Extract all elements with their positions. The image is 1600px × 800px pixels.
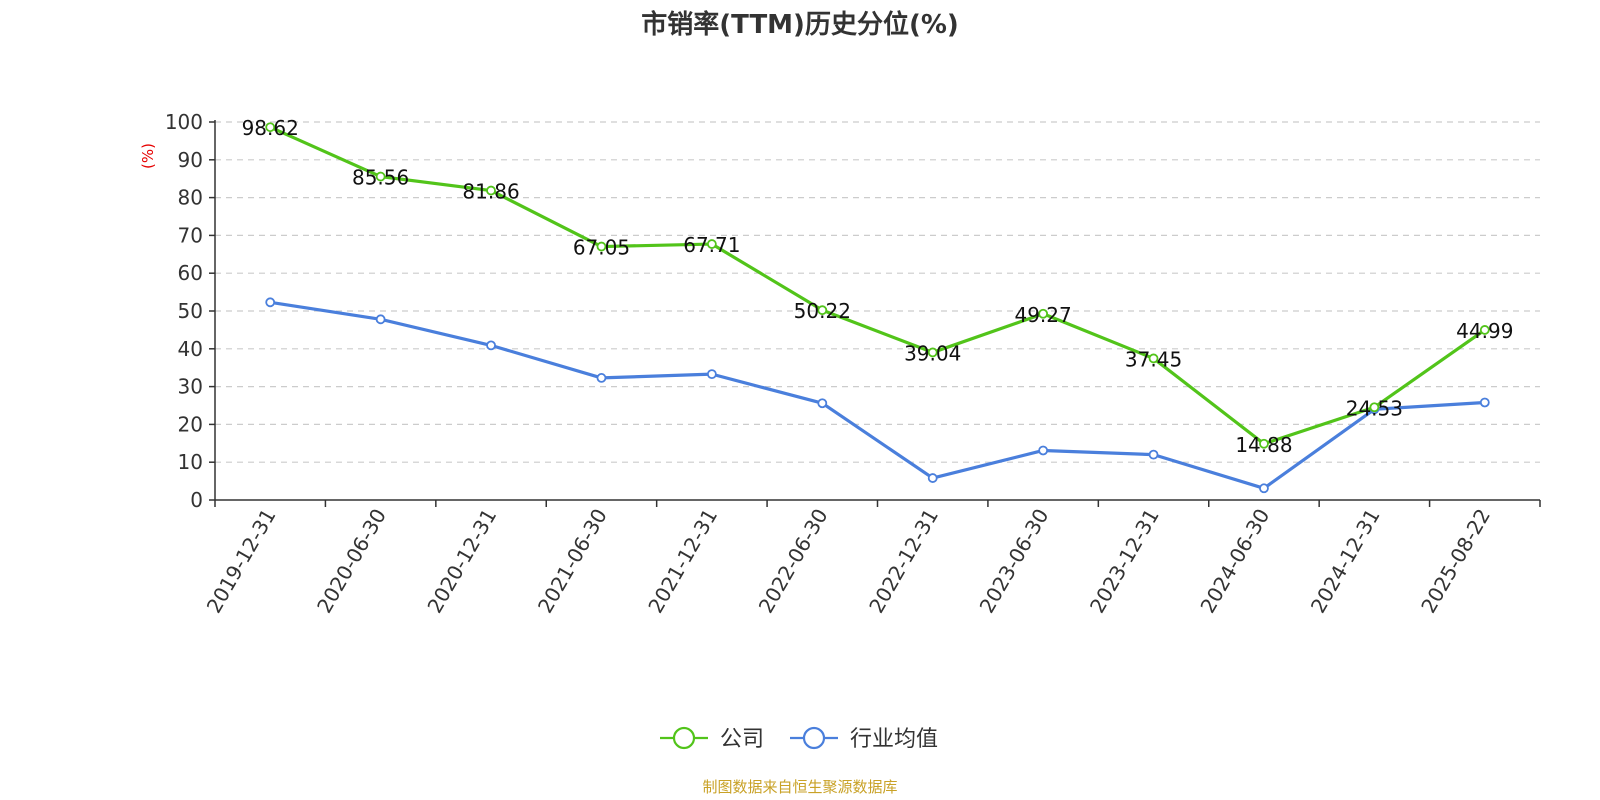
legend-marker [802,726,826,750]
data-point [1259,438,1269,449]
y-tick-label: 0 [190,488,203,512]
y-tick-label: 80 [178,186,203,210]
y-tick-label: 90 [178,148,203,172]
legend-item-label[interactable]: 公司 [720,727,764,752]
data-point [706,239,717,249]
data-label: 37.45 [1125,347,1182,371]
data-label: 24.53 [1346,396,1403,420]
data-point [1148,449,1159,460]
data-point [1259,483,1269,494]
data-point [486,185,496,196]
y-tick-label: 70 [178,223,203,247]
data-point [596,241,607,252]
data-point [1148,353,1159,364]
x-tick-label: 2019-12-31 [202,505,281,618]
grid-lines [215,121,1540,463]
x-tick-label: 2024-06-30 [1195,505,1274,618]
x-tick-label: 2021-06-30 [533,505,612,618]
data-label: 98.62 [242,116,299,140]
y-tick-label: 30 [178,375,203,399]
data-label: 39.04 [904,341,961,365]
data-point [1369,402,1380,413]
data-point [596,373,607,383]
data-point [1038,445,1049,456]
x-tick-label: 2020-12-31 [422,504,501,617]
y-tick-label: 100 [165,110,203,134]
data-point [375,314,386,325]
legend[interactable]: 公司 行业均值 [660,726,938,752]
x-tick-label: 2023-06-30 [975,505,1054,618]
y-axis: 0 10 20 30 40 50 60 70 80 90 100 [165,110,216,512]
data-point [927,347,938,358]
data-point [375,171,386,182]
data-labels: 98.62 85.56 81.86 67.05 67.71 50.22 39.04 49.27… [242,116,1514,457]
data-point [1479,325,1490,335]
data-label: 49.27 [1014,303,1071,327]
y-tick-label: 60 [178,261,203,285]
y-tick-label: 10 [178,450,203,474]
data-label: 85.56 [352,166,409,190]
data-point [817,398,828,409]
data-label: 14.88 [1235,433,1292,457]
y-tick-label: 20 [178,412,203,436]
x-tick-label: 2020-06-30 [312,505,391,618]
data-label: 67.05 [573,236,630,260]
data-point [265,297,276,308]
series-layer [265,122,1490,494]
data-point [927,473,938,483]
legend-item-label[interactable]: 行业均值 [850,727,938,752]
y-tick-label: 50 [178,299,203,323]
source-note: 制图数据来自恒生聚源数据库 [702,778,897,796]
y-tick-label: 40 [178,337,203,361]
x-tick-label: 2022-12-31 [864,504,943,617]
data-label: 44.99 [1456,319,1513,343]
data-label: 81.86 [462,180,519,204]
x-tick-label: 2022-06-30 [754,505,833,618]
data-point [265,122,276,133]
data-point [817,305,828,316]
series-line [269,125,1486,446]
data-point [1038,308,1049,319]
x-axis: 2019-12-31 2020-06-30 2020-12-31 2021-06-30… [202,499,1541,618]
data-point [1479,397,1490,408]
data-point [486,340,496,351]
data-point [706,369,717,380]
x-tick-label: 2023-12-31 [1085,505,1164,618]
x-tick-label: 2024-12-31 [1306,505,1385,618]
data-label: 67.71 [683,233,740,257]
y-axis-label: (%) [139,143,157,169]
series-line [269,300,1485,490]
legend-marker [672,726,696,750]
x-tick-label: 2021-12-31 [643,505,722,618]
data-label: 50.22 [794,299,851,323]
chart-title: 市销率(TTM)历史分位(%) [641,9,959,40]
x-tick-label: 2025-08-22 [1416,505,1495,618]
